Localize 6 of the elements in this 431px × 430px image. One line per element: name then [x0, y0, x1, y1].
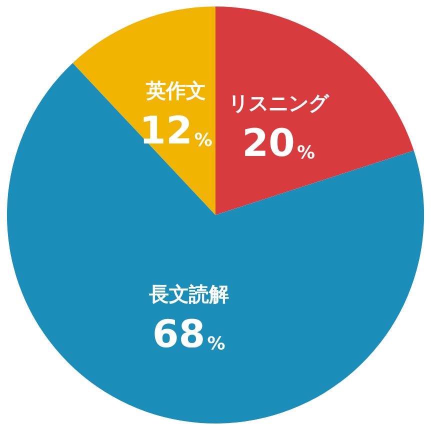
slice-label: 英作文: [145, 78, 206, 102]
data-label: 20%: [242, 121, 316, 166]
slice-label: 長文読解: [148, 282, 229, 306]
data-label: 68%: [152, 312, 226, 356]
slice-label: リスニング: [228, 91, 330, 116]
data-label: 12%: [140, 108, 212, 152]
